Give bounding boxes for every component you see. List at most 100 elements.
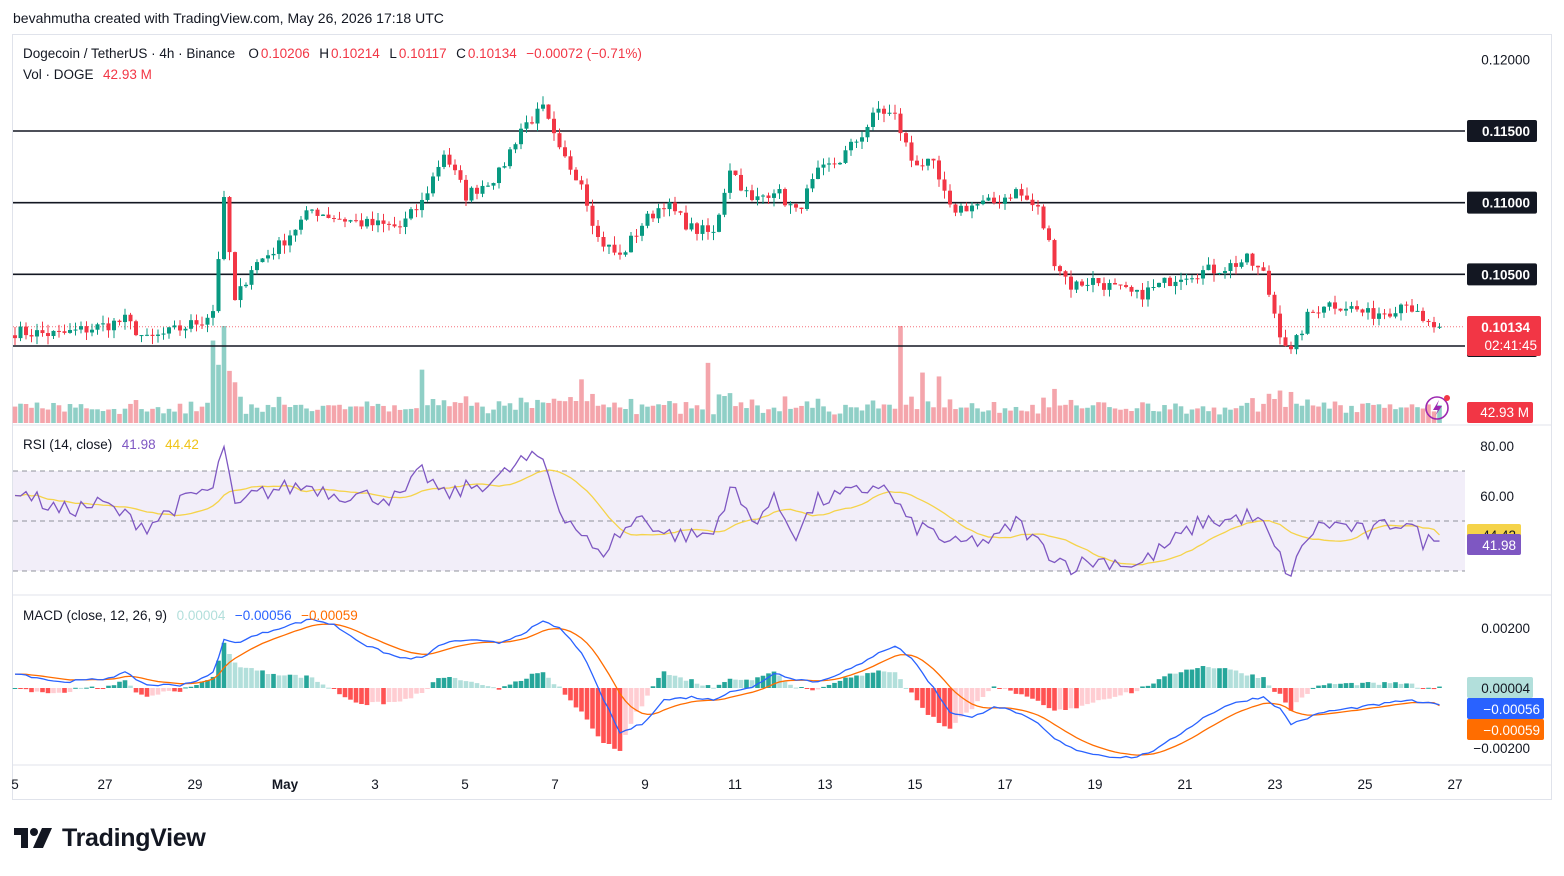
volume-bar [1294, 403, 1299, 423]
volume-bar [1074, 405, 1079, 423]
macd-hist-bar [304, 675, 309, 688]
candle-body [1162, 277, 1167, 283]
volume-bar [529, 407, 535, 423]
candle-body [1113, 282, 1117, 285]
candle-body [629, 235, 633, 253]
candle-body [986, 197, 991, 201]
volume-bar [843, 404, 848, 423]
macd-hist-bar [238, 667, 243, 688]
macd-hist-bar [12, 688, 18, 689]
macd-hist-bar [67, 688, 73, 693]
volume-bar [188, 401, 194, 423]
candle-body [315, 209, 320, 216]
candle-body [1322, 306, 1326, 313]
candle-body [326, 214, 331, 218]
volume-bar [221, 326, 227, 423]
candle-body [112, 320, 116, 331]
candle-body [909, 142, 914, 161]
rsi-label[interactable]: RSI (14, close) [23, 437, 113, 452]
volume-bar [183, 413, 188, 423]
volume-bar [711, 414, 716, 423]
volume-bar [650, 405, 656, 423]
candle-body [541, 104, 545, 109]
volume-bar [298, 404, 304, 423]
volume-bar [551, 398, 557, 423]
volume-bar [1013, 406, 1019, 423]
candle-body [24, 326, 28, 336]
candle-body [414, 209, 419, 211]
candle-body [1344, 308, 1348, 311]
volume-bar [1354, 412, 1360, 423]
candle-body [926, 158, 930, 166]
symbol-title[interactable]: Dogecoin / TetherUS · 4h · Binance [23, 46, 236, 61]
volume-bar [584, 401, 590, 423]
candle-body [299, 219, 303, 230]
candle-body [821, 164, 826, 168]
candle-body [585, 184, 589, 206]
macd-hist-bar [920, 688, 925, 708]
macd-hist-bar [898, 679, 903, 688]
macd-hist-bar [1404, 683, 1409, 688]
macd-hist-bar [958, 688, 964, 717]
candle-body [1272, 294, 1277, 314]
volume-label[interactable]: Vol · DOGE [23, 67, 94, 82]
volume-bar [348, 406, 353, 423]
volume-bar [1008, 410, 1013, 423]
candle-body [728, 170, 732, 193]
candle-body [365, 218, 369, 227]
rsi-ma-line [14, 469, 1440, 566]
macd-hist-bar [293, 674, 298, 688]
macd-hist-value: 0.00004 [176, 608, 226, 623]
volume-bar [271, 407, 276, 423]
volume-bar [436, 405, 441, 423]
volume-bar [1162, 405, 1167, 423]
candle-body [1377, 313, 1381, 319]
volume-bar [1211, 407, 1217, 423]
macd-hist-bar [441, 677, 447, 688]
candle-body [711, 231, 716, 233]
volume-bar [282, 404, 287, 423]
time-tick-label: 11 [728, 777, 742, 792]
volume-bar [210, 340, 216, 423]
candle-body [1173, 281, 1178, 287]
candle-body [733, 170, 738, 175]
volume-bar [1151, 410, 1156, 423]
macd-hist-bar [1068, 688, 1074, 709]
candle-body [1135, 289, 1139, 292]
macd-hist-bar [166, 688, 172, 691]
level-axis-label: 0.11000 [1482, 196, 1530, 211]
macd-hist-bar [606, 688, 612, 744]
time-tick-label: 5 [11, 777, 19, 792]
tradingview-logo[interactable]: TradingView [14, 824, 206, 853]
macd-hist-bar [804, 688, 810, 689]
macd-hist-bar [1321, 685, 1327, 688]
candle-body [656, 208, 661, 219]
candle-body [519, 128, 523, 145]
macd-label[interactable]: MACD (close, 12, 26, 9) [23, 608, 168, 623]
volume-bar [804, 401, 810, 423]
macd-hist-bar [1112, 688, 1118, 697]
macd-hist-bar [1173, 673, 1178, 688]
volume-bar [1156, 411, 1162, 423]
time-tick-label: 13 [817, 777, 832, 792]
volume-bar [166, 408, 172, 423]
volume-bar [876, 408, 881, 423]
volume-bar [788, 408, 793, 423]
candle-body [717, 214, 721, 232]
macd-hist-bar [909, 688, 914, 693]
candle-body [744, 190, 749, 192]
candle-body [271, 253, 276, 256]
volume-bar [84, 408, 89, 423]
candle-body [1063, 271, 1068, 277]
macd-hist-bar [991, 686, 997, 688]
candle-body [233, 252, 237, 301]
volume-bar [408, 408, 414, 423]
candle-body [1217, 272, 1222, 274]
macd-hist-bar [843, 677, 848, 688]
candle-body [843, 150, 848, 163]
candle-body [51, 330, 56, 337]
candle-body [1118, 284, 1123, 286]
candle-body [1371, 308, 1376, 319]
tradingview-logo-icon [14, 827, 52, 848]
